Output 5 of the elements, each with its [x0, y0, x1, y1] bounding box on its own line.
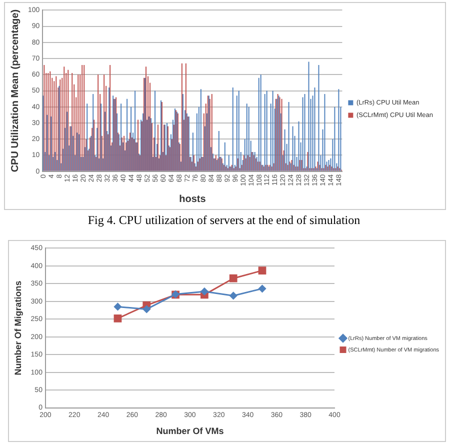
caption: Fig 4. CPU utilization of servers at the end of simulation	[86, 213, 362, 228]
x-axis-title: hosts	[179, 194, 206, 205]
y-axis-title: CPU Utilization Mean (percentage)	[10, 9, 21, 172]
y-axis-title: Number Of Migrations	[12, 280, 23, 376]
x-axis-title: Number Of VMs	[156, 426, 224, 436]
